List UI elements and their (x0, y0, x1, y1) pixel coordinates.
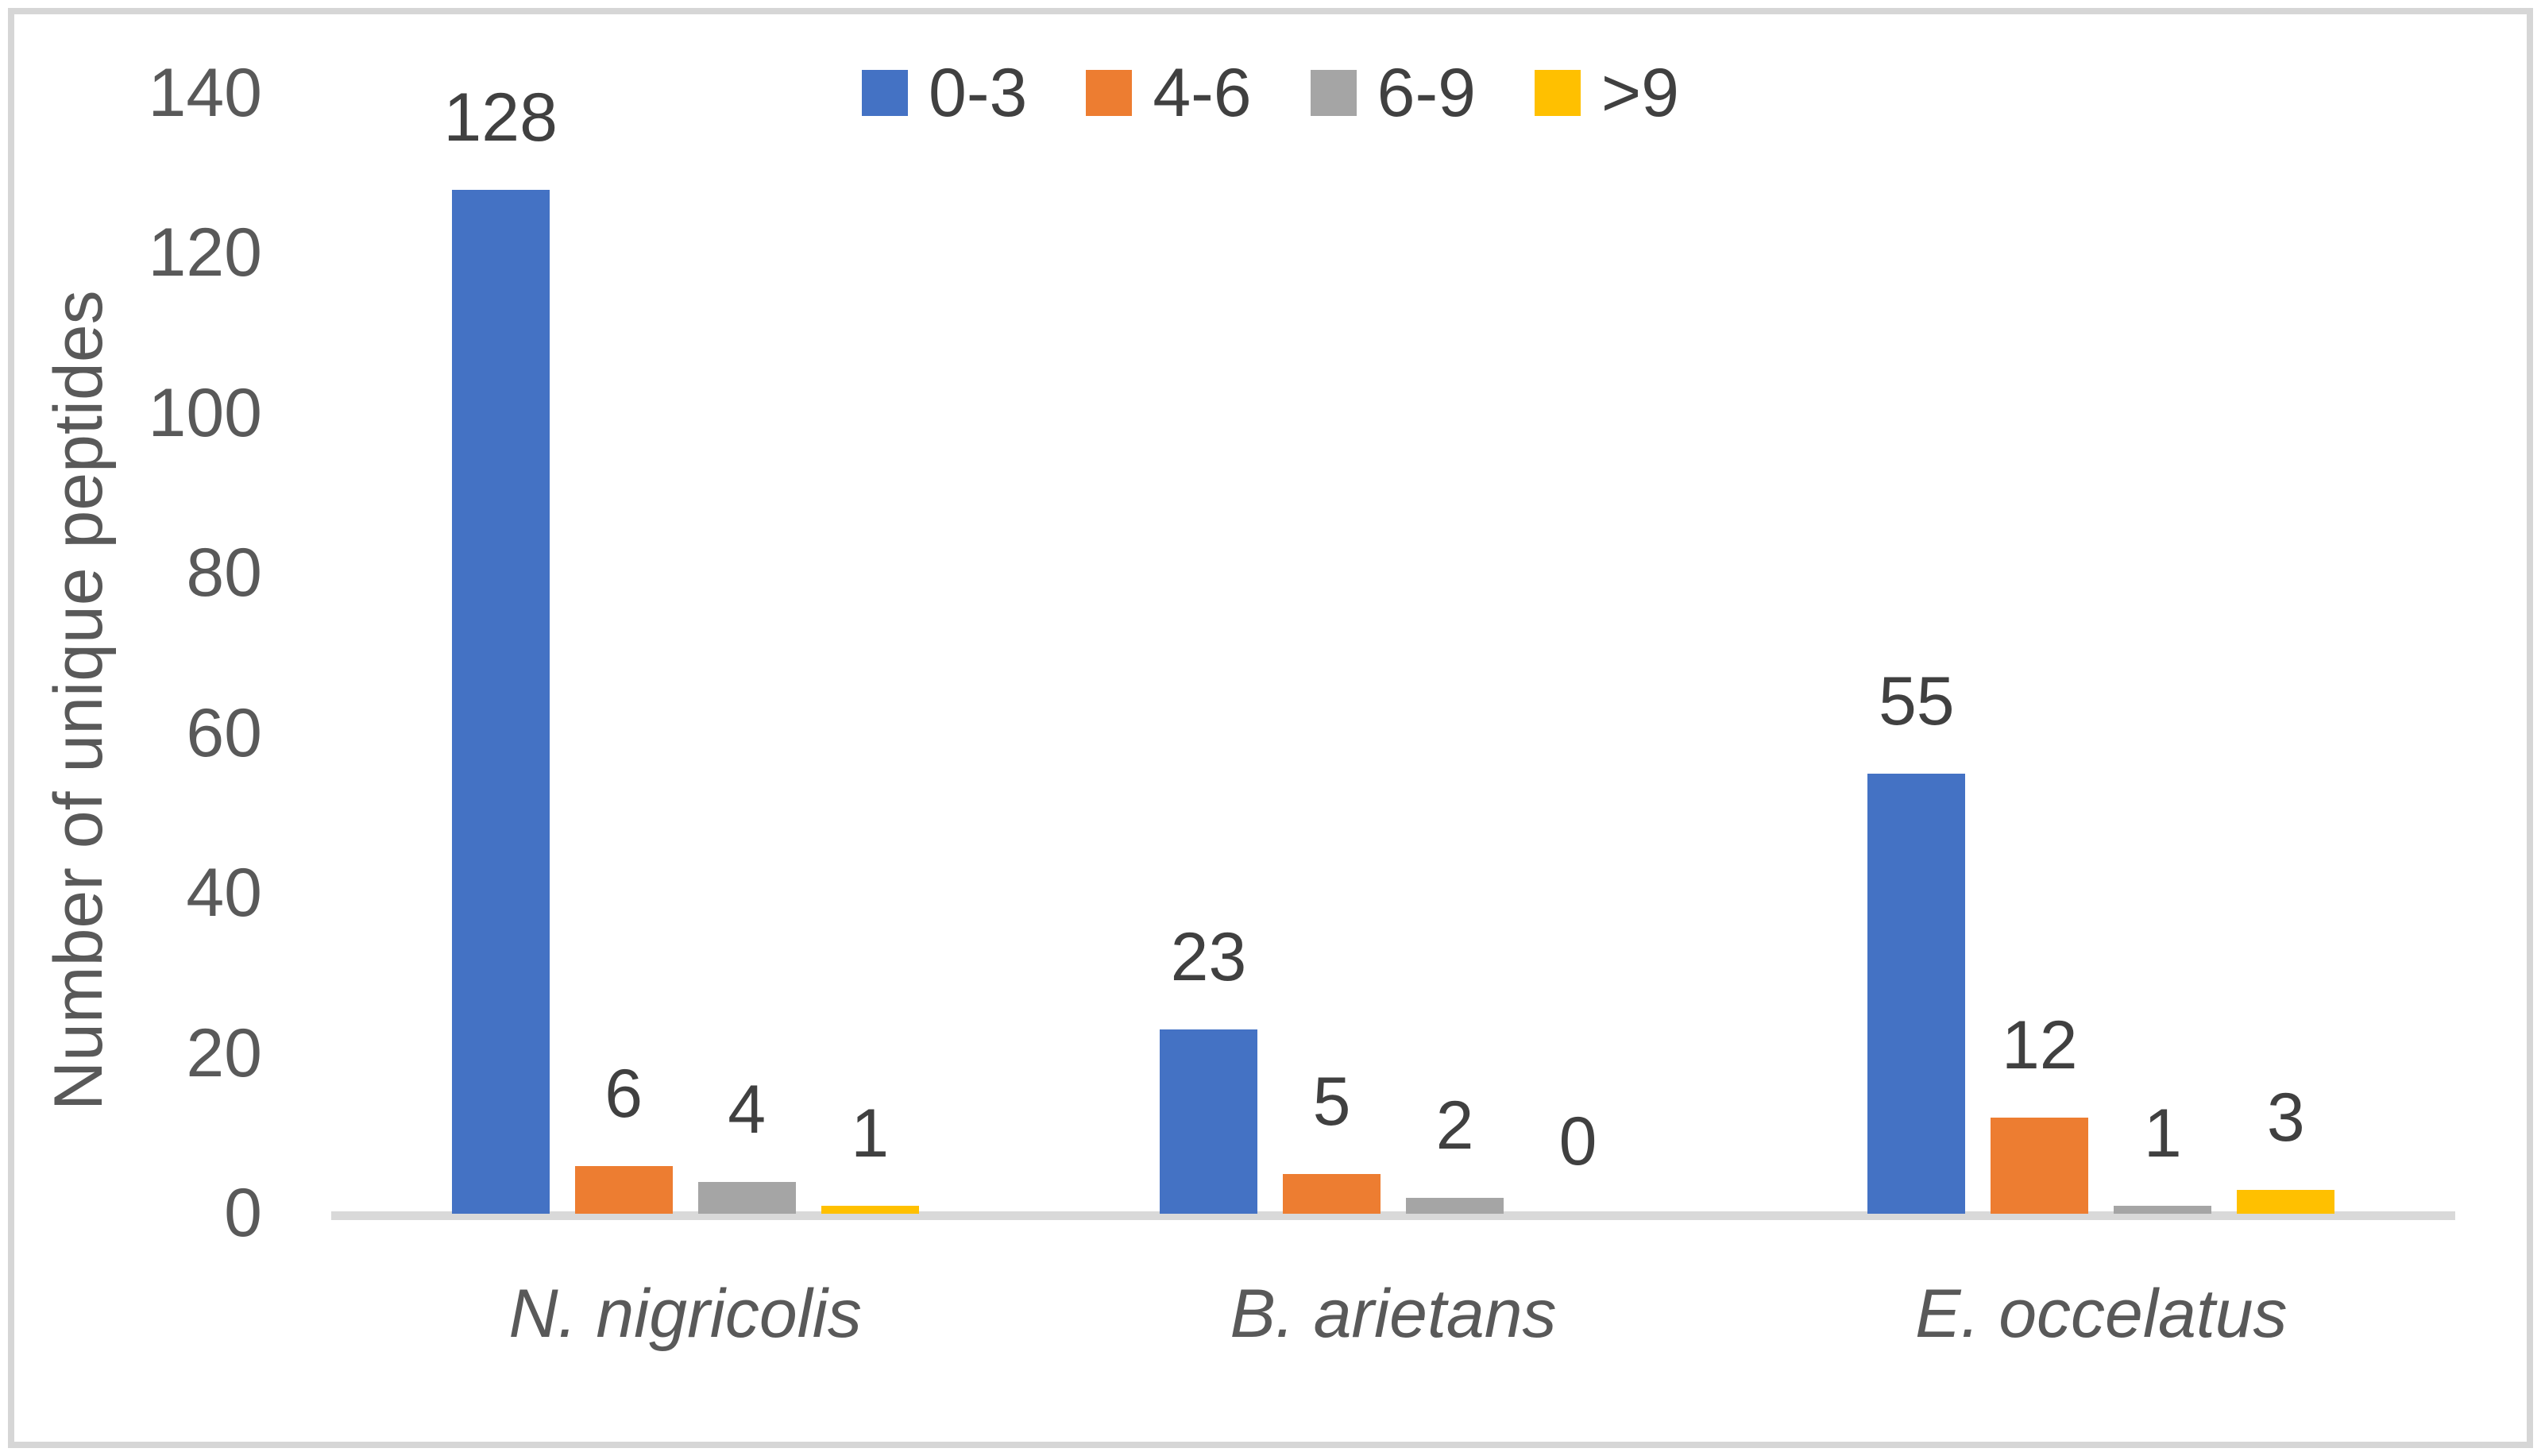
y-tick-label: 120 (148, 214, 263, 292)
bar-column: 23 (1159, 919, 1257, 1214)
x-category-label: B. arietans (1230, 1276, 1557, 1352)
bar-column: 128 (443, 83, 558, 1214)
legend-label: 0-3 (929, 55, 1028, 131)
y-tick-label: 80 (186, 535, 262, 612)
legend-swatch-icon (1086, 70, 1133, 116)
bar-column: 4 (697, 1071, 796, 1214)
x-category-label: N. nigricolis (508, 1276, 862, 1352)
bar-group: 23 5 2 0 (1039, 0, 1747, 1214)
bar-4-6 (1991, 1118, 2089, 1214)
y-tick-label: 60 (186, 694, 262, 771)
x-axis-line (331, 1211, 2455, 1220)
bar-value-label: 3 (2266, 1079, 2305, 1156)
legend-label: 4-6 (1153, 55, 1252, 131)
legend: 0-3 4-6 6-9 >9 (0, 59, 2541, 127)
bar->9 (821, 1205, 919, 1214)
legend-swatch-icon (1534, 70, 1581, 116)
bar-group: 128 6 4 1 (331, 0, 1039, 1214)
bar-value-label: 23 (1170, 919, 1247, 996)
bar-value-label: 2 (1435, 1087, 1474, 1164)
bar-value-label: 128 (443, 79, 558, 156)
y-tick-label: 100 (148, 374, 263, 451)
legend-item-4-6: 4-6 (1086, 55, 1252, 131)
bar-column: 6 (574, 1055, 673, 1214)
bar-group: 55 12 1 3 (1747, 0, 2455, 1214)
bar-value-label: 4 (728, 1071, 767, 1148)
y-tick-label: 40 (186, 855, 262, 932)
bar-column: 3 (2237, 1079, 2335, 1214)
legend-label: 6-9 (1377, 55, 1476, 131)
y-tick-label: 20 (186, 1014, 262, 1091)
legend-label: >9 (1601, 55, 1679, 131)
bar-0-3 (1159, 1029, 1257, 1214)
bar-value-label: 1 (851, 1095, 890, 1172)
bar-0-3 (1867, 774, 1966, 1214)
bar-column: 55 (1867, 663, 1966, 1214)
y-tick-label: 0 (224, 1175, 262, 1251)
legend-swatch-icon (1310, 70, 1357, 116)
legend-swatch-icon (862, 70, 909, 116)
bar-column: 5 (1282, 1063, 1381, 1214)
bar-value-label: 6 (604, 1055, 643, 1132)
bar-6-9 (2114, 1205, 2212, 1214)
bar-column: 2 (1405, 1087, 1504, 1214)
bar-column: 1 (821, 1099, 919, 1214)
bar-value-label: 0 (1558, 1103, 1597, 1180)
bar-column: 12 (1991, 1007, 2089, 1214)
bar-value-label: 12 (2001, 1007, 2078, 1084)
chart-frame (8, 8, 2533, 1448)
bar-4-6 (574, 1165, 673, 1214)
bar-value-label: 5 (1312, 1063, 1351, 1140)
bar-4-6 (1282, 1173, 1381, 1214)
y-tick-label: 140 (148, 55, 263, 131)
bar->9 (2237, 1189, 2335, 1214)
bar-value-label: 55 (1878, 663, 1955, 740)
legend-item-0-3: 0-3 (862, 59, 1027, 127)
bar-6-9 (1405, 1197, 1504, 1214)
legend-item->9: >9 (1534, 55, 1679, 131)
bar-value-label: 1 (2143, 1095, 2182, 1172)
bar-6-9 (697, 1181, 796, 1214)
bar-column: 0 (1529, 1107, 1627, 1214)
x-category-label: E. occelatus (1915, 1276, 2288, 1352)
bar-column: 1 (2114, 1095, 2212, 1214)
legend-item-6-9: 6-9 (1310, 55, 1476, 131)
bar-0-3 (451, 189, 550, 1214)
